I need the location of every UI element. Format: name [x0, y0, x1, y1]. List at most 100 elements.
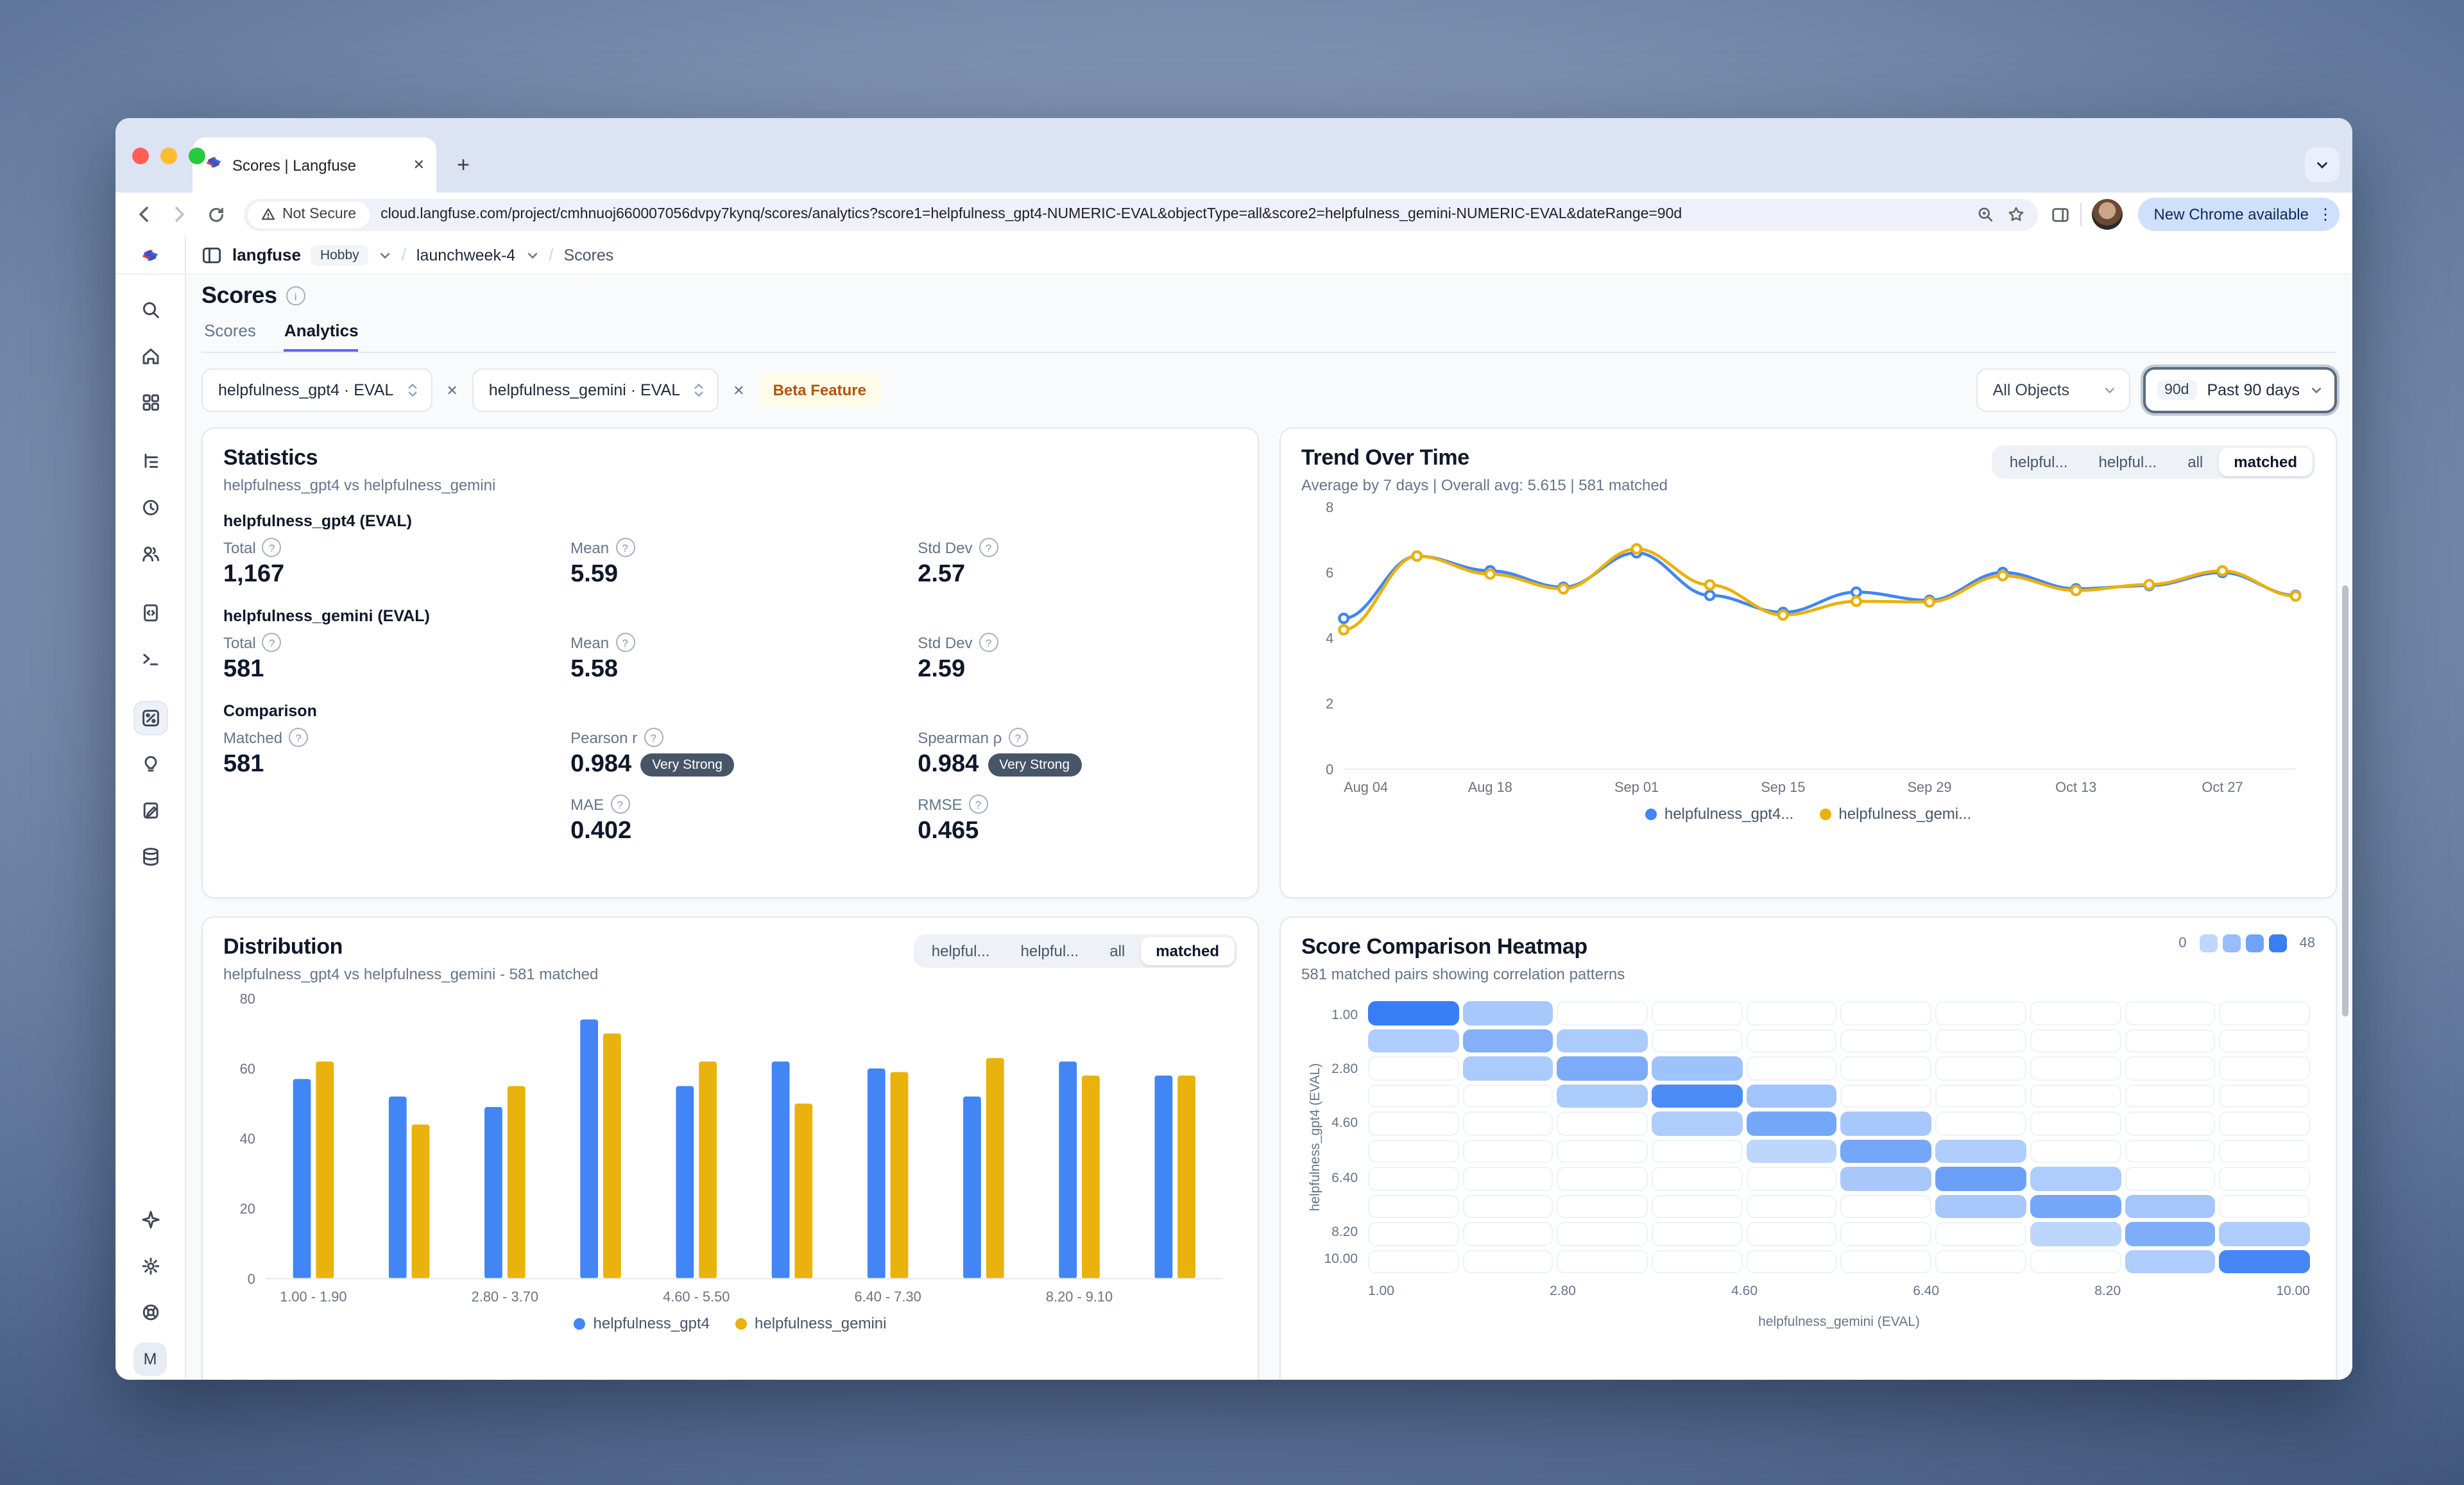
- remove-score2-button[interactable]: ✕: [733, 383, 745, 399]
- heatmap-cell: [1652, 1194, 1743, 1218]
- distribution-tab-0[interactable]: helpful...: [931, 942, 990, 960]
- heatmap-cell: [1746, 1167, 1837, 1190]
- metric-label: MAE: [570, 795, 604, 813]
- trend-tab-matched[interactable]: matched: [2218, 448, 2313, 476]
- browser-menu-icon[interactable]: ⋮: [2318, 205, 2333, 223]
- heatmap-cell: [2219, 1139, 2310, 1163]
- site-security-chip[interactable]: Not Secure: [248, 201, 370, 228]
- sidebar-item-users[interactable]: [133, 536, 167, 571]
- zoom-icon[interactable]: [1977, 205, 1995, 223]
- langfuse-logo[interactable]: [116, 236, 186, 275]
- trend-tab-2[interactable]: all: [2187, 453, 2203, 471]
- score1-select[interactable]: helpfulness_gpt4 · EVAL: [201, 368, 432, 412]
- score2-select[interactable]: helpfulness_gemini · EVAL: [472, 368, 719, 412]
- sidebar-item-data[interactable]: [133, 839, 167, 874]
- sidebar-item-home[interactable]: [133, 339, 167, 373]
- tab-scores[interactable]: Scores: [204, 321, 256, 340]
- help-icon[interactable]: ?: [1008, 728, 1028, 747]
- help-icon[interactable]: ?: [979, 538, 998, 557]
- update-chrome-button[interactable]: New Chrome available ⋮: [2138, 198, 2340, 231]
- sidebar-toggle-icon[interactable]: [201, 245, 222, 265]
- bar: [771, 1061, 790, 1279]
- statistics-subtitle: helpfulness_gpt4 vs helpfulness_gemini: [223, 476, 496, 494]
- heatmap-cell: [1746, 1001, 1837, 1025]
- minimize-window-button[interactable]: [160, 148, 177, 164]
- sidebar-item-settings[interactable]: [133, 1249, 167, 1283]
- heatmap-cell: [1746, 1139, 1837, 1163]
- sidebar-item-datasets[interactable]: [133, 793, 167, 828]
- back-button[interactable]: [128, 199, 159, 230]
- help-icon[interactable]: ?: [644, 728, 663, 747]
- reload-button[interactable]: [200, 199, 231, 230]
- heatmap-cell: [1462, 1194, 1553, 1218]
- forward-button[interactable]: [164, 199, 195, 230]
- sidebar-item-scores[interactable]: [133, 701, 167, 735]
- bookmark-star-icon[interactable]: [2008, 205, 2026, 223]
- help-icon[interactable]: ?: [262, 633, 282, 652]
- date-range-select[interactable]: 90d Past 90 days: [2143, 367, 2337, 413]
- profile-avatar[interactable]: [2092, 199, 2123, 230]
- sidebar-item-support[interactable]: [133, 1295, 167, 1330]
- bar: [890, 1072, 909, 1279]
- trend-tab-0[interactable]: helpful...: [2009, 453, 2068, 471]
- heatmap-cell: [1462, 1084, 1553, 1108]
- help-icon[interactable]: ?: [615, 538, 635, 557]
- sidebar-item-ask-ai[interactable]: [133, 1203, 167, 1237]
- sidebar-item-playground[interactable]: [133, 642, 167, 676]
- heatmap-cell: [1462, 1056, 1553, 1080]
- heatmap-cell: [2219, 1029, 2310, 1052]
- home-icon: [142, 348, 158, 365]
- distribution-tab-1[interactable]: helpful...: [1020, 942, 1079, 960]
- help-icon[interactable]: ?: [615, 633, 635, 652]
- sidebar-item-dashboards[interactable]: [133, 385, 167, 420]
- info-icon[interactable]: i: [286, 286, 305, 305]
- app-header: langfuse Hobby / launchweek-4 / Scores: [186, 236, 2352, 275]
- page-scrollbar[interactable]: [2342, 585, 2348, 1017]
- sidebar-item-search[interactable]: [133, 293, 167, 327]
- maximize-window-button[interactable]: [189, 148, 205, 164]
- heatmap-title: Score Comparison Heatmap: [1301, 934, 1587, 959]
- side-panel-icon[interactable]: [2051, 205, 2071, 224]
- help-icon[interactable]: ?: [968, 794, 988, 814]
- close-window-button[interactable]: [132, 148, 149, 164]
- remove-score1-button[interactable]: ✕: [446, 383, 458, 399]
- heatmap-y-tick: 1.00: [1331, 1007, 1358, 1023]
- metric-label: Pearson r: [570, 728, 638, 746]
- legend-gpt4: helpfulness_gpt4...: [1645, 805, 1793, 823]
- sidebar-item-prompts[interactable]: [133, 596, 167, 630]
- tab-strip: Scores | Langfuse ✕ +: [116, 118, 2352, 193]
- sidebar-item-evaluators[interactable]: [133, 747, 167, 782]
- tab-search-button[interactable]: [2305, 148, 2340, 182]
- trend-tab-1[interactable]: helpful...: [2098, 453, 2157, 471]
- help-icon[interactable]: ?: [289, 728, 309, 747]
- metric-label: Total: [223, 633, 256, 651]
- sidebar-item-tracing[interactable]: [133, 444, 167, 479]
- distribution-title: Distribution: [223, 934, 343, 959]
- browser-tab[interactable]: Scores | Langfuse ✕: [193, 137, 436, 193]
- heatmap-cell: [1462, 1029, 1553, 1052]
- distribution-tab-matched[interactable]: matched: [1140, 937, 1235, 965]
- object-type-select[interactable]: All Objects: [1976, 368, 2130, 412]
- window-controls[interactable]: [132, 148, 205, 164]
- sidebar-item-sessions[interactable]: [133, 490, 167, 525]
- user-avatar[interactable]: M: [133, 1343, 167, 1376]
- help-icon[interactable]: ?: [262, 538, 282, 557]
- playground-icon: [142, 653, 158, 665]
- org-name[interactable]: langfuse: [232, 245, 301, 264]
- help-icon[interactable]: ?: [610, 794, 630, 814]
- heatmap-cell: [1652, 1249, 1743, 1273]
- help-icon[interactable]: ?: [979, 633, 998, 652]
- project-name[interactable]: launchweek-4: [416, 246, 516, 264]
- url-bar[interactable]: Not Secure cloud.langfuse.com/project/cm…: [244, 198, 2039, 230]
- new-tab-button[interactable]: +: [457, 153, 470, 177]
- heatmap-cell: [2219, 1112, 2310, 1135]
- tab-analytics[interactable]: Analytics: [284, 321, 359, 352]
- distribution-tab-2[interactable]: all: [1109, 942, 1125, 960]
- chevron-down-icon[interactable]: [379, 248, 391, 261]
- trend-title: Trend Over Time: [1301, 445, 1469, 470]
- scale-swatch: [2268, 934, 2287, 952]
- close-tab-icon[interactable]: ✕: [413, 158, 425, 173]
- chevron-down-icon[interactable]: [526, 248, 538, 261]
- bar: [411, 1124, 430, 1279]
- tracing-icon: [144, 453, 158, 468]
